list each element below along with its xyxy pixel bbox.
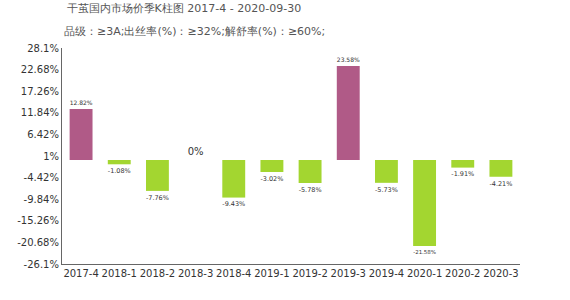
svg-text:11.84%: 11.84%: [21, 107, 59, 118]
svg-text:28.1%: 28.1%: [27, 43, 59, 54]
svg-text:品级：≥3A;出丝率(%)：≥32%;解舒率(%)：≥60%: 品级：≥3A;出丝率(%)：≥32%;解舒率(%)：≥60%;: [64, 25, 325, 38]
svg-text:-4.21%: -4.21%: [489, 180, 512, 188]
svg-text:2018-3: 2018-3: [178, 268, 213, 279]
svg-text:-9.84%: -9.84%: [24, 194, 59, 205]
svg-text:2018-1: 2018-1: [102, 268, 137, 279]
svg-text:12.82%: 12.82%: [70, 99, 93, 106]
svg-text:2020-3: 2020-3: [483, 268, 518, 279]
svg-text:2019-3: 2019-3: [331, 268, 366, 279]
svg-text:-1.91%: -1.91%: [451, 170, 474, 178]
svg-text:-26.1%: -26.1%: [24, 259, 59, 270]
svg-text:-4.42%: -4.42%: [24, 172, 59, 183]
svg-text:2019-2: 2019-2: [292, 268, 327, 279]
svg-text:2019-4: 2019-4: [369, 268, 404, 279]
svg-text:-20.68%: -20.68%: [17, 237, 59, 248]
svg-text:23.58%: 23.58%: [337, 56, 360, 63]
svg-text:2018-2: 2018-2: [140, 268, 175, 279]
svg-text:0%: 0%: [188, 146, 204, 157]
svg-text:-5.78%: -5.78%: [299, 186, 322, 194]
svg-text:1%: 1%: [43, 151, 59, 162]
svg-text:2019-1: 2019-1: [254, 268, 289, 279]
svg-text:2020-1: 2020-1: [407, 268, 442, 279]
svg-text:-1.08%: -1.08%: [108, 167, 131, 175]
svg-text:-9.43%: -9.43%: [222, 200, 245, 208]
svg-text:-3.02%: -3.02%: [260, 175, 283, 183]
svg-text:-7.76%: -7.76%: [146, 194, 169, 202]
svg-text:-21.58%: -21.58%: [413, 249, 436, 255]
svg-text:2017-4: 2017-4: [63, 268, 98, 279]
svg-text:6.42%: 6.42%: [27, 129, 59, 140]
svg-text:17.26%: 17.26%: [21, 86, 59, 97]
svg-text:2018-4: 2018-4: [216, 268, 251, 279]
svg-text:干茧国内市场价季K柱图 2017-4 - 2020-09-3: 干茧国内市场价季K柱图 2017-4 - 2020-09-30: [67, 2, 302, 15]
svg-text:-5.73%: -5.73%: [375, 186, 398, 194]
svg-text:-15.26%: -15.26%: [17, 215, 59, 226]
svg-text:2020-2: 2020-2: [445, 268, 480, 279]
svg-text:22.68%: 22.68%: [21, 64, 59, 75]
